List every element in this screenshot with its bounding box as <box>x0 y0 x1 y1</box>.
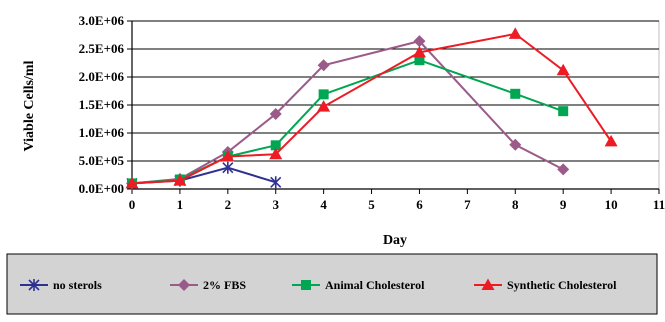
data-point <box>269 107 282 120</box>
x-tick-label: 3 <box>272 197 279 212</box>
data-point <box>509 138 522 151</box>
series-3 <box>125 27 618 189</box>
data-point <box>269 147 283 160</box>
legend-marker <box>28 279 40 291</box>
y-tick-label: 1.5E+06 <box>79 97 125 112</box>
x-tick-label: 7 <box>464 197 471 212</box>
x-tick-label: 8 <box>512 197 519 212</box>
grid-layer <box>132 20 659 162</box>
data-point <box>125 176 139 189</box>
x-tick-label: 6 <box>416 197 423 212</box>
y-tick-label: 1.0E+06 <box>79 125 125 140</box>
data-point <box>412 45 426 58</box>
legend-label: no sterols <box>53 278 102 292</box>
data-point <box>413 35 426 48</box>
legend-item-3: Synthetic Cholesterol <box>474 278 617 292</box>
legend-layer: no sterols 2% FBS Animal Cholesterol Synthe… <box>20 278 617 292</box>
legend-label: Animal Cholesterol <box>325 278 425 292</box>
data-point <box>222 161 234 174</box>
x-tick-label: 2 <box>225 197 232 212</box>
x-tick-label: 10 <box>605 197 618 212</box>
y-tick-label: 2.5E+06 <box>79 41 125 56</box>
y-axis-title: Viable Cells/ml <box>22 60 37 151</box>
y-tick-label: 2.0E+06 <box>79 69 125 84</box>
data-point <box>508 27 522 39</box>
x-tick-label: 5 <box>368 197 375 212</box>
data-point <box>317 59 330 72</box>
data-point <box>604 134 618 147</box>
legend-box <box>6 253 658 315</box>
data-point <box>221 150 235 162</box>
y-tick-label: 0.0E+00 <box>79 181 124 196</box>
data-point <box>414 55 425 66</box>
series-line <box>131 40 564 185</box>
legend-marker <box>481 278 495 290</box>
series-layer <box>125 27 618 190</box>
x-tick-label: 11 <box>653 197 665 212</box>
data-point <box>558 106 569 117</box>
data-point <box>270 176 282 189</box>
y-tick-label: 5.0E+05 <box>79 153 125 168</box>
data-point <box>270 140 281 151</box>
x-axis-title: Day <box>383 233 407 248</box>
data-point <box>510 88 521 99</box>
y-tick-label: 3.0E+06 <box>79 13 125 28</box>
legend-marker <box>178 279 190 291</box>
x-tick-label: 9 <box>560 197 567 212</box>
legend-label: 2% FBS <box>203 278 246 292</box>
legend-item-2: Animal Cholesterol <box>292 278 425 292</box>
x-tick-label: 4 <box>320 197 327 212</box>
legend-item-1: 2% FBS <box>170 278 246 292</box>
data-point <box>173 174 187 186</box>
x-tick-label: 0 <box>129 197 136 212</box>
legend-label: Synthetic Cholesterol <box>507 278 617 292</box>
legend-marker <box>301 280 311 290</box>
data-point <box>556 63 570 76</box>
x-tick-label: 1 <box>177 197 184 212</box>
data-point <box>318 89 329 100</box>
legend-item-0: no sterols <box>20 278 102 292</box>
data-point <box>557 163 570 176</box>
axis-layer: 0.0E+00 5.0E+05 1.0E+06 1.5E+06 2.0E+06 2.5E+… <box>79 13 665 212</box>
data-point <box>317 100 331 112</box>
